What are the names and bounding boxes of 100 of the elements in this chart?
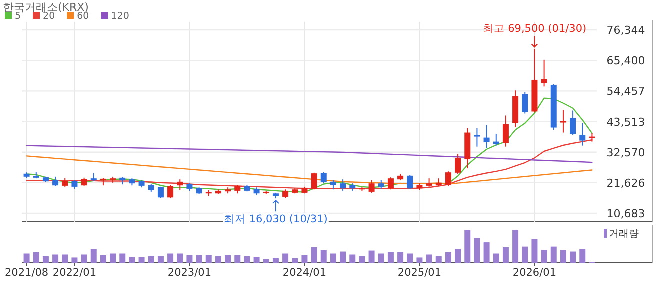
bar [330,254,336,263]
bar [436,256,442,263]
bar [272,258,279,263]
bar [225,255,232,263]
bar [120,254,126,263]
bar [340,252,346,263]
candlestick [168,184,174,199]
bar [445,252,452,263]
bar [388,252,394,263]
bar [532,239,538,263]
x-tick-label: 2021/08 [4,267,49,279]
bar [206,255,212,263]
bar [426,254,432,263]
candlestick [484,124,490,149]
candlestick [455,154,462,175]
bar [378,254,384,263]
bar [81,254,88,263]
x-tick-label: 2024/01 [282,267,327,279]
bar [62,254,68,263]
bar [263,259,270,263]
bar [464,230,471,263]
legend-label: 거래량 [609,229,639,240]
y-tick-label: 21,626 [606,176,646,190]
bar [100,255,106,263]
legend-label: 60 [77,11,90,22]
candlestick [52,176,59,187]
bar [215,256,222,263]
bar [282,254,289,263]
bar [580,249,586,263]
candlestick [388,177,394,190]
bar [42,256,49,263]
candlestick [368,180,375,194]
candlestick [580,122,586,146]
bar [148,256,154,263]
bar [560,250,566,263]
bar [541,250,548,263]
bar [311,247,318,263]
candlestick [311,172,318,190]
annotation: 최저 16,030 (10/31) [224,214,328,226]
candlestick [407,174,414,190]
bar [398,252,404,263]
bar [177,254,184,263]
bar [138,257,145,263]
candlestick [560,110,566,134]
bar [302,255,308,263]
bar [234,255,241,263]
bar [550,246,557,263]
candlestick [330,180,336,190]
bar [416,258,423,263]
candlestick [541,59,548,88]
bar [474,238,480,263]
candlestick [340,179,346,192]
bar [110,254,116,263]
bar [254,257,260,263]
bar [52,254,59,263]
x-tick-label: 2022/01 [52,267,97,279]
bar [158,256,164,263]
bar [359,256,366,263]
legend-label: 5 [15,11,22,22]
annotation: 최고 69,500 (01/30) [482,23,587,36]
candlestick [502,115,509,148]
bar [72,258,78,263]
y-tick-label: 32,570 [606,146,646,160]
bar [512,230,519,263]
y-tick-label: 76,344 [606,24,646,37]
legend-label: 120 [111,11,130,22]
x-tick-label: 2025/01 [398,267,442,279]
y-tick-label: 10,683 [606,208,646,221]
bar [292,258,298,263]
bar [407,254,414,263]
y-tick-label: 65,400 [606,54,646,68]
candlestick [522,92,528,114]
bar [320,250,327,263]
bar [570,252,576,263]
candlestick [474,128,480,148]
candlestick [177,179,184,191]
x-tick-label: 2026/01 [512,267,557,279]
candlestick [445,171,452,187]
candlestick [158,186,164,199]
bar [455,249,462,263]
bar [33,252,40,263]
candlestick [570,110,576,136]
bar [502,247,509,263]
y-tick-label: 43,513 [606,116,646,129]
chart-title: 한국거래소(KRX) [3,1,89,14]
bar [350,254,356,263]
bar [368,250,375,263]
bar [196,255,202,263]
candlestick [320,172,327,184]
bar [129,257,136,263]
bar [484,242,490,263]
legend-label: 20 [43,11,56,22]
bar [24,254,30,263]
bar [90,249,97,263]
x-tick-label: 2023/01 [168,267,212,279]
bar [168,254,174,263]
bar [186,255,193,263]
bar [244,256,250,263]
y-tick-label: 54,457 [606,85,646,98]
bar [522,246,528,263]
